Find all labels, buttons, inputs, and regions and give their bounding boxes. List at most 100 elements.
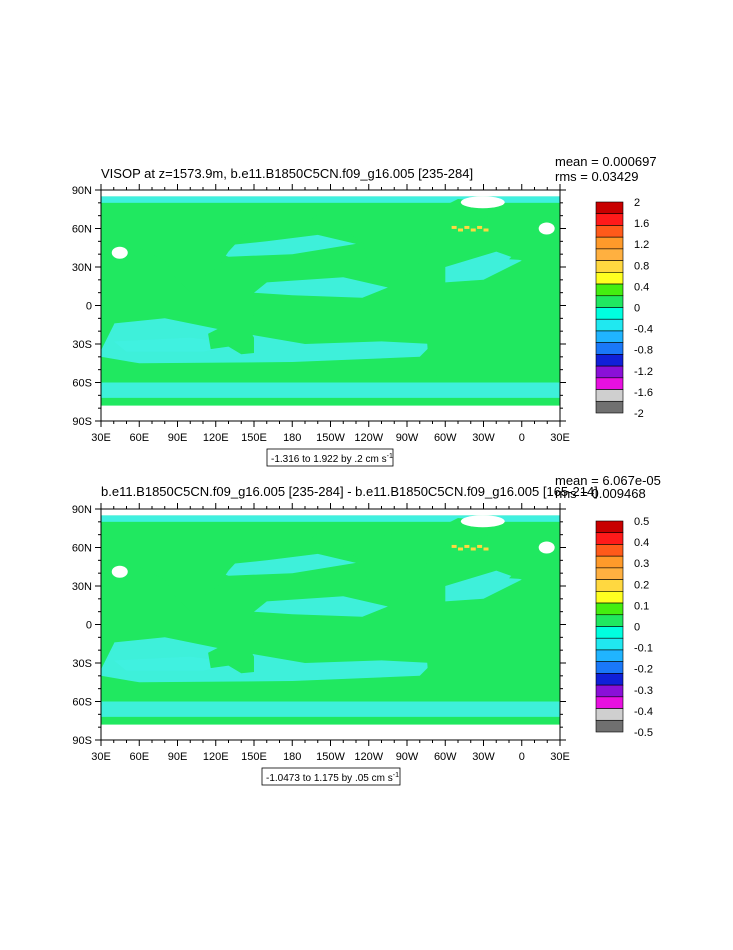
- x-tick-label: 120W: [354, 432, 383, 444]
- arctic-band: [101, 515, 560, 522]
- colorbar-swatch: [595, 400, 624, 414]
- anomaly-region: [203, 553, 356, 576]
- colorbar-swatch: [595, 673, 624, 686]
- map-title: VISOP at z=1573.9m, b.e11.B1850C5CN.f09_…: [101, 166, 473, 181]
- colorbar-swatch: [595, 389, 624, 402]
- bottom-map-panel: b.e11.B1850C5CN.f09_g16.005 [235-284] - …: [72, 473, 661, 786]
- hotspot-mark: [451, 225, 457, 229]
- range-label-text: -1.0473 to 1.175 by .05 cm s-1: [266, 772, 399, 784]
- range-label-box: [261, 767, 401, 786]
- y-tick-label: 60N: [72, 224, 92, 236]
- y-tick-label: 60S: [72, 378, 92, 390]
- colorbar-swatch: [595, 637, 624, 651]
- missing-data-patch: [460, 196, 505, 209]
- missing-data-patch: [111, 565, 128, 578]
- x-tick-label: 30E: [91, 432, 111, 444]
- stat-label: rms = 0.03429: [555, 169, 638, 184]
- colorbar-swatch: [595, 236, 624, 250]
- hotspot-mark: [458, 228, 463, 232]
- hotspot-mark: [470, 547, 476, 551]
- x-tick-label: 150W: [316, 751, 345, 763]
- colorbar-label: -0.5: [634, 727, 653, 739]
- land-area: [307, 208, 446, 283]
- colorbar-label: 0.3: [634, 558, 649, 570]
- colorbar-swatch: [595, 272, 624, 285]
- map-title: b.e11.B1850C5CN.f09_g16.005 [235-284] - …: [101, 484, 598, 499]
- hotspot-mark: [470, 228, 476, 232]
- colorbar-swatch: [595, 201, 624, 215]
- y-tick-label: 90N: [72, 504, 92, 516]
- x-tick-label: 120W: [354, 751, 383, 763]
- range-label: -1.0473 to 1.175 by .05 cm s-1: [261, 767, 401, 786]
- x-tick-label: 90W: [396, 432, 419, 444]
- colorbar-label: -0.4: [634, 324, 653, 336]
- colorbar-swatch: [595, 283, 624, 297]
- land-area: [183, 618, 254, 635]
- range-label-box: [266, 448, 394, 467]
- stat-label: rms = 0.009468: [555, 486, 646, 501]
- anomaly-region: [203, 234, 356, 257]
- y-tick-label: 30N: [72, 581, 92, 593]
- colorbar-swatch: [595, 354, 624, 367]
- stat-label: mean = 6.067e-05: [555, 473, 661, 488]
- colorbar-swatch: [595, 318, 624, 332]
- y-tick-label: 30S: [72, 339, 92, 351]
- missing-data-patch: [538, 541, 555, 554]
- x-tick-label: 150W: [316, 432, 345, 444]
- hotspot-mark: [483, 547, 489, 551]
- colorbar-swatch: [595, 377, 624, 390]
- anomaly-region: [101, 318, 433, 364]
- arctic-band: [101, 196, 560, 203]
- colorbar-swatch: [595, 555, 624, 569]
- hotspot-mark: [464, 225, 470, 229]
- colorbar-swatch: [595, 719, 624, 733]
- y-tick-label: 30N: [72, 262, 92, 274]
- land-area: [183, 299, 254, 316]
- colorbar: 0.5 0.4 0.3 0.2 0.1 0 -0.1 -0.2 -0.3 -0.4 -0.5: [595, 516, 653, 739]
- land-area: [396, 601, 423, 615]
- colorbar-swatch: [595, 544, 624, 557]
- hotspot-mark: [483, 228, 489, 232]
- y-tick-label: 30S: [72, 658, 92, 670]
- colorbar-label: 0.4: [634, 537, 649, 549]
- land-area: [208, 319, 254, 355]
- colorbar-swatch: [595, 684, 624, 698]
- x-tick-label: 30E: [91, 751, 111, 763]
- colorbar-label: -1.6: [634, 387, 653, 399]
- colorbar-swatch: [595, 213, 624, 226]
- hotspot-mark: [451, 544, 457, 548]
- anomaly-region: [101, 637, 433, 683]
- y-tick-label: 90S: [72, 735, 92, 747]
- colorbar-swatch: [595, 295, 624, 308]
- colorbar-label: 0.4: [634, 281, 649, 293]
- range-label: -1.316 to 1.922 by .2 cm s-1: [266, 448, 394, 467]
- x-tick-label: 60W: [434, 432, 457, 444]
- y-tick-label: 60S: [72, 697, 92, 709]
- hotspot-mark: [458, 547, 463, 551]
- missing-data-patch: [460, 515, 505, 528]
- x-tick-label: 60E: [129, 432, 149, 444]
- colorbar-swatch: [595, 591, 624, 604]
- colorbar-swatch: [595, 661, 624, 674]
- colorbar-label: 0: [634, 622, 640, 634]
- colorbar-swatch: [595, 307, 624, 320]
- x-tick-label: 180: [283, 751, 301, 763]
- x-tick-label: 30E: [550, 432, 570, 444]
- y-tick-label: 90N: [72, 185, 92, 197]
- hotspot-mark: [477, 225, 483, 229]
- x-tick-label: 150E: [241, 751, 267, 763]
- stat-label: mean = 0.000697: [555, 154, 657, 169]
- colorbar-swatch: [595, 602, 624, 616]
- missing-data-patch: [111, 246, 128, 259]
- x-tick-label: 30W: [472, 432, 495, 444]
- x-tick-label: 30E: [550, 751, 570, 763]
- x-tick-label: 90E: [168, 432, 188, 444]
- land-area: [101, 206, 293, 305]
- colorbar-swatch: [595, 532, 624, 545]
- colorbar-swatch: [595, 342, 624, 355]
- colorbar-label: -0.2: [634, 664, 653, 676]
- anomaly-region: [101, 701, 560, 717]
- colorbar-swatch: [595, 260, 624, 273]
- colorbar-swatch: [595, 614, 624, 627]
